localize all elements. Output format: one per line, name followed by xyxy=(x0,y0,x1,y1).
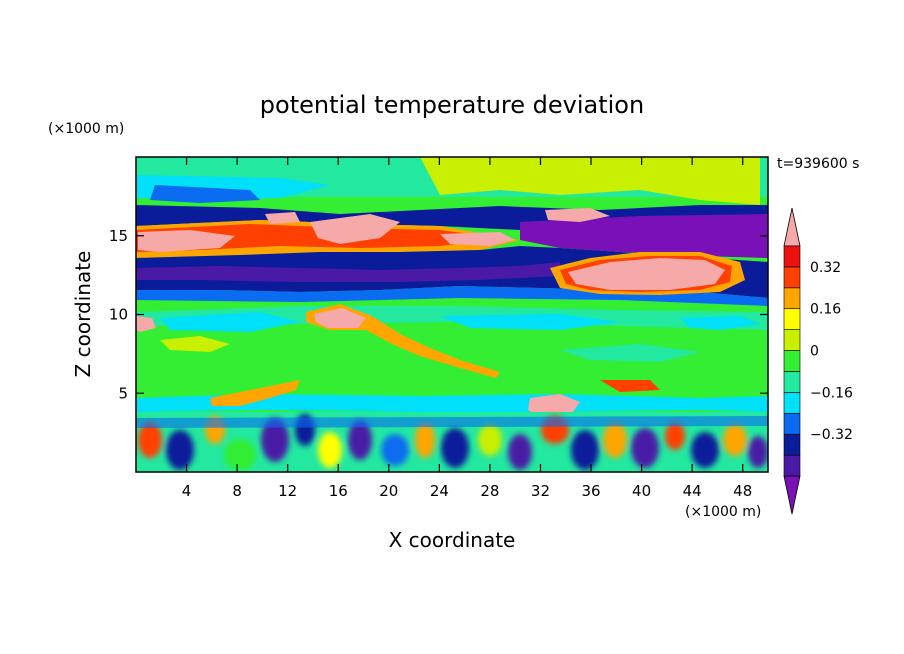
right-positive-pink xyxy=(568,258,725,290)
x-tick-label: 8 xyxy=(232,482,242,500)
mid-cyan-patch-3 xyxy=(680,316,760,330)
x-axis-label: X coordinate xyxy=(389,528,516,552)
colorbar-tick-label: −0.32 xyxy=(810,427,853,443)
x-tick-label: 36 xyxy=(581,482,600,500)
y-axis-unit: (×1000 m) xyxy=(48,121,124,137)
colorbar-segment xyxy=(783,371,801,393)
upper-yellow-patch xyxy=(420,157,760,205)
x-tick-label: 44 xyxy=(683,482,702,500)
x-tick-label: 48 xyxy=(733,482,752,500)
mid-cyan-patch-1 xyxy=(160,312,300,332)
x-tick-label: 40 xyxy=(632,482,651,500)
y-tick-label: 15 xyxy=(109,227,128,245)
x-tick-label: 4 xyxy=(182,482,192,500)
upper-pink-blob-4 xyxy=(545,208,610,222)
colorbar-tick-label: 0.32 xyxy=(810,260,841,276)
colorbar-segment xyxy=(783,433,801,456)
colorbar-segment xyxy=(783,308,801,330)
colorbar-high-extension xyxy=(783,207,801,247)
upper-pink-blob-2 xyxy=(310,214,400,244)
upper-pink-blob-1 xyxy=(138,230,235,252)
lower-orange-streak-2 xyxy=(600,380,660,392)
y-tick-label: 5 xyxy=(118,384,128,402)
colorbar-segment xyxy=(783,412,801,435)
diagonal-filament-pink xyxy=(314,308,366,328)
y-axis-ticks: 5 10 15 xyxy=(109,227,768,402)
x-tick-label: 24 xyxy=(430,482,449,500)
upper-pink-blob-5 xyxy=(265,212,300,224)
y-axis-label: Z coordinate xyxy=(71,251,95,378)
colorbar-segment xyxy=(783,287,801,310)
mid-cyan-patch-2 xyxy=(440,314,620,330)
colorbar-segment xyxy=(783,266,801,289)
contour-field xyxy=(136,157,768,472)
x-axis-unit: (×1000 m) xyxy=(685,504,761,520)
x-tick-label: 20 xyxy=(379,482,398,500)
x-tick-label: 12 xyxy=(278,482,297,500)
left-edge-pink xyxy=(136,316,156,332)
colorbar-segment xyxy=(783,454,801,477)
middle-purple-core xyxy=(136,262,560,282)
time-label: t=939600 s xyxy=(777,156,859,172)
colorbar-tick-label: −0.16 xyxy=(810,385,853,401)
colorbar-tick-label: 0.16 xyxy=(810,302,841,318)
colorbar-segment xyxy=(783,245,801,268)
colorbar: 0.32 0.16 0 −0.16 −0.32 xyxy=(783,207,853,515)
colorbar-segment xyxy=(783,350,801,372)
upper-blue-patch xyxy=(150,185,260,203)
colorbar-low-extension xyxy=(783,475,801,515)
upper-pink-blob-3 xyxy=(440,232,515,246)
colorbar-segment xyxy=(783,329,801,351)
upper-purple-core xyxy=(520,214,768,258)
x-tick-label: 16 xyxy=(329,482,348,500)
mid-green-patch xyxy=(560,344,700,362)
x-tick-label: 32 xyxy=(531,482,550,500)
y-tick-label: 10 xyxy=(109,306,128,324)
boundary-layer-blue-strip xyxy=(136,416,768,428)
lower-cyan-band xyxy=(136,394,768,412)
x-axis-ticks: 4 8 12 16 20 24 28 32 36 40 44 48 xyxy=(182,157,752,500)
colorbar-segment xyxy=(783,392,801,414)
colorbar-tick-label: 0 xyxy=(810,344,819,360)
x-tick-label: 28 xyxy=(480,482,499,500)
lower-orange-streak-1 xyxy=(210,380,300,406)
mid-yellow-patch xyxy=(160,336,230,352)
chart-title: potential temperature deviation xyxy=(260,91,644,119)
